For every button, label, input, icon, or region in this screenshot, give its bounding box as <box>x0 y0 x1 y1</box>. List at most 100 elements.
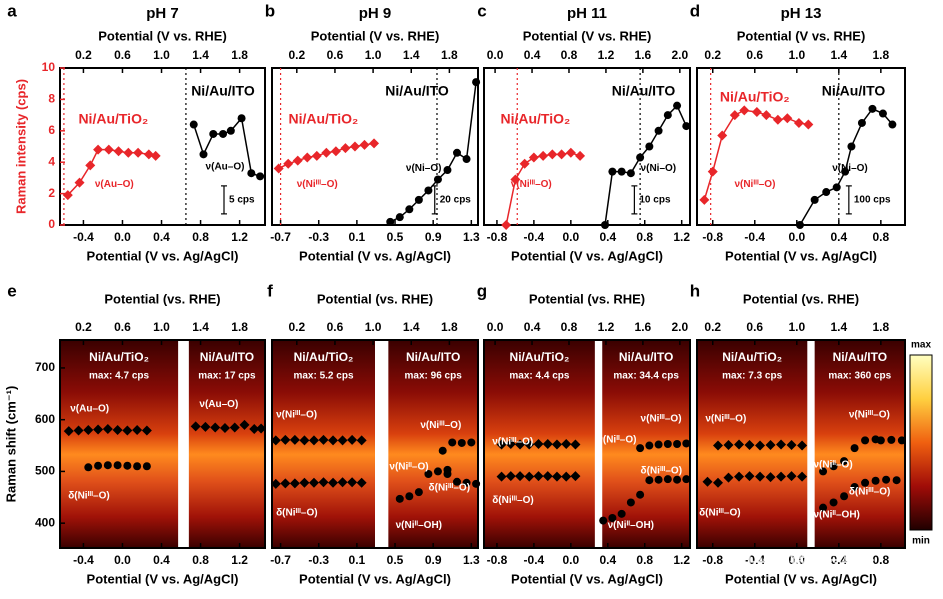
marker-diamond <box>707 166 718 177</box>
block-name: Ni/Au/ITO <box>619 350 673 364</box>
x-tick-label: -0.8 <box>702 553 723 567</box>
series-line <box>799 107 893 226</box>
marker-circle <box>226 126 235 135</box>
x-tick-label: 1.2 <box>231 553 248 567</box>
x2-tick-label: 0.6 <box>327 48 344 62</box>
marker-diamond <box>528 152 539 163</box>
x-tick-label: 0.0 <box>562 230 579 244</box>
x-tick-label: 0.8 <box>192 553 209 567</box>
marker-circle <box>663 440 672 448</box>
x-tick-label: 1.3 <box>463 553 480 567</box>
series-name: Ni/Au/ITO <box>612 82 676 98</box>
annotation: ν(Au–O) <box>199 399 238 410</box>
heatmap-block <box>60 340 179 548</box>
block-name: Ni/Au/ITO <box>200 350 254 364</box>
x-tick-label: 0.4 <box>830 553 847 567</box>
marker-diamond <box>561 439 572 449</box>
x2-tick-label: 0.6 <box>327 320 344 334</box>
block-max: max: 7.3 cps <box>722 371 782 382</box>
x-tick-label: -0.4 <box>744 553 765 567</box>
marker-circle <box>457 438 466 447</box>
block-name: Ni/Au/TiO₂ <box>510 350 570 364</box>
marker-circle <box>682 475 691 484</box>
x-tick-label: 0.4 <box>830 230 847 244</box>
marker-diamond <box>519 158 530 169</box>
marker-diamond <box>280 434 291 445</box>
marker-diamond <box>270 435 281 446</box>
scale-bar-label: 10 cps <box>639 195 671 206</box>
annotation: ν(Niᴵᴵᴵ–O) <box>420 420 461 431</box>
x2-tick-label: 1.0 <box>365 320 382 334</box>
annotation: ν(Niᴵᴵᴵ–O) <box>297 179 338 190</box>
marker-circle <box>878 109 887 118</box>
x2-tick-label: 1.4 <box>403 320 420 334</box>
marker-diamond <box>318 477 329 488</box>
marker-circle <box>887 435 896 444</box>
x-axis-label: Potential (V vs. Ag/AgCl) <box>725 248 877 263</box>
series-name: Ni/Au/ITO <box>385 82 449 98</box>
marker-circle <box>888 120 897 129</box>
marker-circle <box>424 470 433 479</box>
x2-axis-label: Potential (vs. RHE) <box>104 291 220 306</box>
annotation: δ(Niᴵᴵᴵ–O) <box>492 495 533 506</box>
marker-diamond <box>713 440 724 451</box>
series-name: Ni/Au/ITO <box>822 82 886 98</box>
y-tick-label: 500 <box>35 464 55 478</box>
marker-diamond <box>321 147 332 158</box>
plot-frame <box>696 339 906 549</box>
x-axis-label: Potential (V vs. Ag/AgCl) <box>511 248 663 263</box>
colorbar-min: min <box>912 536 930 547</box>
x2-tick-label: 1.8 <box>441 48 458 62</box>
marker-circle <box>822 188 831 197</box>
panel-letter: f <box>267 281 273 300</box>
block-max: max: 4.4 cps <box>509 371 569 382</box>
marker-circle <box>405 205 414 214</box>
marker-diamond <box>200 421 211 432</box>
y-tick-label: 6 <box>48 123 55 137</box>
x2-tick-label: 0.6 <box>746 320 763 334</box>
x2-tick-label: 1.0 <box>788 48 805 62</box>
x2-tick-label: 1.4 <box>192 48 209 62</box>
x2-tick-label: 1.6 <box>635 48 652 62</box>
marker-circle <box>433 175 442 184</box>
series-name: Ni/Au/TiO₂ <box>78 111 148 127</box>
marker-diamond <box>340 143 351 154</box>
x2-axis-label: Potential (vs. RHE) <box>743 291 859 306</box>
y-axis-label: Raman shift (cm⁻¹) <box>3 386 18 503</box>
marker-diamond <box>318 434 329 445</box>
annotation: ν(Niᴵᴵ–OH) <box>608 520 654 531</box>
marker-diamond <box>356 477 367 488</box>
x2-tick-label: 0.2 <box>288 320 305 334</box>
x2-tick-label: 0.4 <box>524 48 541 62</box>
marker-diamond <box>776 471 787 482</box>
x2-tick-label: 1.8 <box>231 320 248 334</box>
marker-diamond <box>62 190 73 201</box>
y-tick-label: 4 <box>48 154 55 168</box>
marker-circle <box>189 120 198 129</box>
marker-circle <box>636 153 645 162</box>
marker-circle <box>247 169 256 178</box>
x2-tick-label: 0.2 <box>704 320 721 334</box>
series-line <box>604 104 687 226</box>
x-axis-label: Potential (V vs. Ag/AgCl) <box>511 571 663 586</box>
marker-diamond <box>347 477 358 488</box>
y-tick-label: 10 <box>42 60 56 74</box>
annotation: δ(Niᴵᴵᴵ–O) <box>699 507 740 518</box>
marker-diamond <box>122 425 133 436</box>
block-name: Ni/Au/TiO₂ <box>722 350 782 364</box>
marker-diamond <box>570 439 581 450</box>
annotation: ν(Ni–O) <box>832 163 868 174</box>
x-tick-label: 0.4 <box>153 553 170 567</box>
marker-diamond <box>85 160 96 171</box>
x-tick-label: 0.5 <box>387 553 404 567</box>
marker-circle <box>840 492 849 501</box>
marker-diamond <box>311 150 322 161</box>
annotation: ν(Niᴵᴵ–OH) <box>396 520 442 531</box>
block-name: Ni/Au/ITO <box>406 350 460 364</box>
marker-diamond <box>744 471 755 482</box>
marker-diamond <box>751 106 762 117</box>
marker-diamond <box>113 146 124 157</box>
scale-bar-label: 20 cps <box>440 195 472 206</box>
panel-title: pH 11 <box>567 5 607 22</box>
marker-circle <box>133 462 142 471</box>
